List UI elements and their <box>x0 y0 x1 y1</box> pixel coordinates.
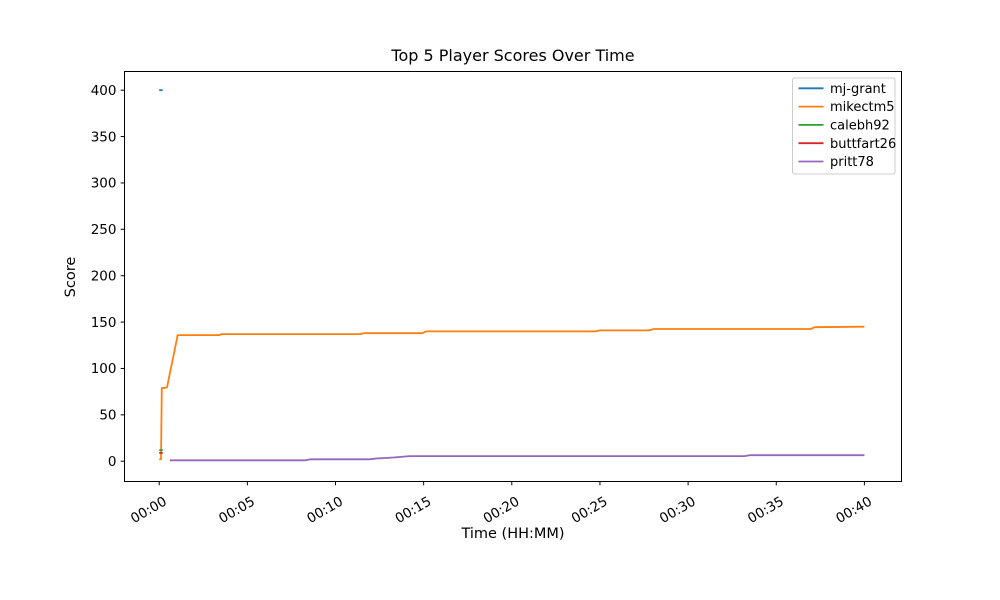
x-axis-label: Time (HH:MM) <box>460 526 564 542</box>
x-tick-label: 00:00 <box>128 494 170 527</box>
y-tick-label: 350 <box>91 129 117 145</box>
y-tick-label: 0 <box>108 454 117 470</box>
y-tick-label: 250 <box>91 222 117 238</box>
y-tick-label: 150 <box>91 315 117 331</box>
y-tick-label: 400 <box>91 83 117 99</box>
x-tick-label: 00:15 <box>392 494 434 527</box>
series-lines <box>159 89 865 462</box>
x-tick-label: 00:20 <box>481 494 523 527</box>
legend-label-mj-grant: mj-grant <box>830 82 886 97</box>
y-tick-label: 200 <box>91 268 117 284</box>
x-tick-label: 00:05 <box>216 494 258 527</box>
x-tick-label: 00:25 <box>569 494 611 527</box>
y-tick-label: 300 <box>91 176 117 192</box>
y-axis-ticks: 0 50 100 150 200 250 300 350 400 <box>91 83 125 470</box>
legend-label-calebh92: calebh92 <box>830 119 890 134</box>
series-line-mikectm5 <box>159 325 865 461</box>
legend-label-buttfart26: buttfart26 <box>830 137 896 152</box>
legend-label-mikectm5: mikectm5 <box>830 100 895 115</box>
plot-area-border <box>124 71 902 482</box>
x-tick-label: 00:10 <box>304 494 346 527</box>
series-line-pritt78 <box>169 454 865 462</box>
x-axis-ticks: 00:00 00:05 00:10 00:15 00:20 00:25 00:30 00:35… <box>128 481 875 527</box>
legend-label-pritt78: pritt78 <box>830 155 874 170</box>
y-tick-label: 100 <box>91 361 117 377</box>
y-tick-label: 50 <box>99 408 116 424</box>
x-tick-label: 00:35 <box>745 494 787 527</box>
chart-title: Top 5 Player Scores Over Time <box>390 46 634 65</box>
legend: mj-grant mikectm5 calebh92 buttfart26 pritt7… <box>792 77 896 175</box>
y-axis-label: Score <box>63 257 79 298</box>
x-tick-label: 00:30 <box>657 494 699 527</box>
legend-box <box>792 77 896 175</box>
x-tick-label: 00:40 <box>833 494 875 527</box>
